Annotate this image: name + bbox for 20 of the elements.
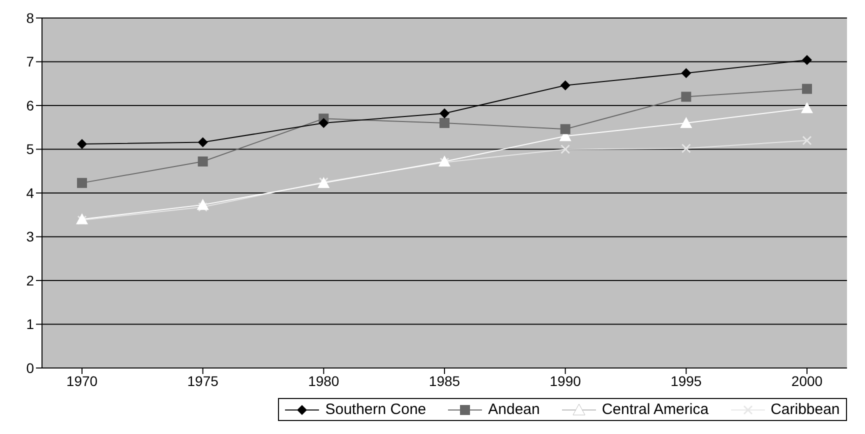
y-tick-label: 6 bbox=[26, 97, 34, 114]
x-tick-label: 1995 bbox=[670, 372, 702, 389]
y-tick-label: 0 bbox=[26, 360, 34, 376]
legend-label: Central America bbox=[602, 401, 709, 418]
y-tick-label: 7 bbox=[26, 54, 34, 70]
y-tick-label: 3 bbox=[26, 228, 34, 245]
x-tick-label: 2000 bbox=[791, 372, 823, 389]
x-tick-label: 1980 bbox=[308, 372, 340, 389]
y-tick-label: 1 bbox=[26, 316, 34, 332]
legend-label: Caribbean bbox=[770, 401, 840, 418]
x-tick-label: 1985 bbox=[428, 372, 460, 389]
legend-label: Andean bbox=[488, 401, 540, 418]
x-tick-label: 1970 bbox=[66, 372, 98, 389]
x-tick-label: 1975 bbox=[187, 372, 219, 389]
y-tick-label: 8 bbox=[26, 10, 34, 26]
y-tick-label: 2 bbox=[26, 272, 34, 288]
legend-label: Southern Cone bbox=[325, 401, 426, 418]
y-tick-label: 5 bbox=[26, 141, 34, 158]
y-tick-label: 4 bbox=[26, 184, 34, 201]
x-tick-label: 1990 bbox=[550, 372, 582, 389]
